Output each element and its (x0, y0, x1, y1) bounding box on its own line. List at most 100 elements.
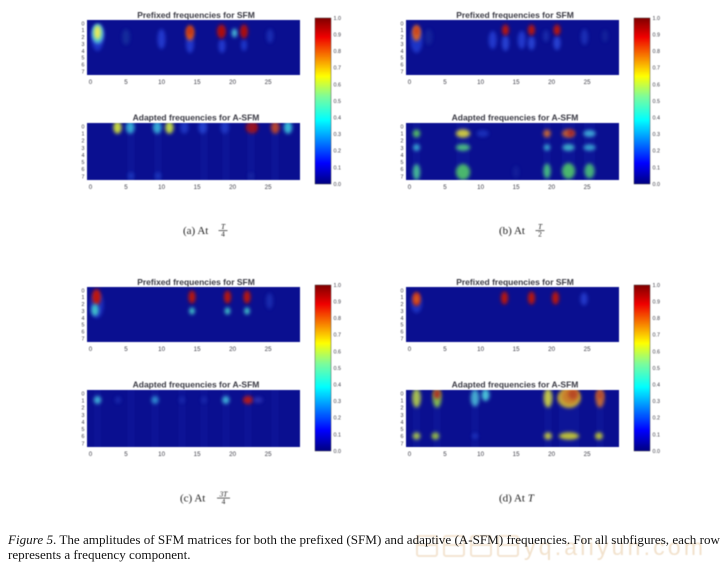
svg-text:25: 25 (584, 346, 591, 353)
svg-text:10: 10 (477, 451, 484, 458)
svg-text:Adapted frequencies for A-SFM: Adapted frequencies for A-SFM (133, 380, 260, 390)
svg-text:0.9: 0.9 (653, 33, 661, 39)
svg-text:0.5: 0.5 (653, 99, 661, 105)
svg-text:2: 2 (401, 35, 404, 41)
svg-text:0: 0 (89, 346, 93, 353)
svg-text:10: 10 (158, 79, 165, 86)
svg-text:7: 7 (401, 336, 404, 342)
svg-text:20: 20 (548, 184, 555, 191)
svg-text:7: 7 (82, 174, 85, 180)
svg-text:0.9: 0.9 (334, 33, 342, 39)
svg-text:1.0: 1.0 (653, 283, 661, 289)
svg-text:0: 0 (89, 79, 93, 86)
svg-text:0.7: 0.7 (334, 333, 342, 339)
svg-text:0.4: 0.4 (334, 116, 342, 122)
svg-text:6: 6 (82, 63, 85, 69)
svg-text:0.0: 0.0 (334, 449, 342, 455)
svg-text:5: 5 (443, 184, 447, 191)
svg-text:0.0: 0.0 (653, 449, 661, 455)
svg-text:0: 0 (401, 124, 404, 130)
svg-text:0.6: 0.6 (653, 82, 661, 88)
svg-text:1: 1 (401, 28, 404, 34)
svg-text:Prefixed frequencies for SFM: Prefixed frequencies for SFM (137, 10, 255, 20)
svg-text:1: 1 (401, 399, 404, 405)
svg-text:0.4: 0.4 (334, 383, 342, 389)
svg-text:20: 20 (229, 79, 236, 86)
svg-text:Prefixed frequencies for SFM: Prefixed frequencies for SFM (456, 10, 574, 20)
svg-text:7: 7 (82, 69, 85, 75)
svg-text:0.1: 0.1 (653, 165, 661, 171)
svg-text:0.2: 0.2 (653, 416, 661, 422)
svg-text:5: 5 (82, 160, 85, 166)
svg-text:3: 3 (401, 309, 404, 315)
svg-text:10: 10 (477, 184, 484, 191)
svg-text:1: 1 (82, 399, 85, 405)
svg-text:0.3: 0.3 (334, 399, 342, 405)
svg-text:15: 15 (513, 346, 520, 353)
svg-text:0.7: 0.7 (653, 66, 661, 72)
svg-text:3: 3 (401, 42, 404, 48)
svg-text:0.2: 0.2 (334, 416, 342, 422)
svg-text:0.7: 0.7 (653, 333, 661, 339)
svg-text:0: 0 (82, 391, 85, 397)
svg-text:0.5: 0.5 (653, 366, 661, 372)
svg-text:0.8: 0.8 (653, 49, 661, 55)
svg-text:Adapted frequencies for A-SFM: Adapted frequencies for A-SFM (452, 113, 579, 123)
svg-text:0.1: 0.1 (334, 432, 342, 438)
svg-text:10: 10 (158, 346, 165, 353)
svg-text:0: 0 (401, 288, 404, 294)
svg-text:7: 7 (82, 336, 85, 342)
svg-text:3: 3 (82, 42, 85, 48)
svg-text:0: 0 (408, 184, 412, 191)
svg-text:0.3: 0.3 (653, 132, 661, 138)
svg-text:Prefixed frequencies for SFM: Prefixed frequencies for SFM (137, 277, 255, 287)
svg-text:1: 1 (82, 132, 85, 138)
svg-text:20: 20 (548, 79, 555, 86)
svg-text:2: 2 (82, 406, 85, 412)
svg-text:5: 5 (124, 184, 128, 191)
svg-text:0.5: 0.5 (334, 99, 342, 105)
svg-text:0.8: 0.8 (334, 49, 342, 55)
svg-text:(d) At T: (d) At T (499, 493, 535, 505)
svg-text:6: 6 (401, 63, 404, 69)
svg-text:25: 25 (584, 451, 591, 458)
svg-text:1.0: 1.0 (334, 283, 342, 289)
svg-text:1.0: 1.0 (653, 16, 661, 22)
svg-text:0.0: 0.0 (334, 182, 342, 188)
svg-text:7: 7 (401, 69, 404, 75)
svg-text:7: 7 (401, 441, 404, 447)
svg-text:5: 5 (124, 346, 128, 353)
svg-text:4: 4 (401, 420, 404, 426)
svg-text:4: 4 (82, 153, 85, 159)
svg-text:3: 3 (401, 413, 404, 419)
svg-text:0: 0 (401, 391, 404, 397)
svg-text:0: 0 (82, 21, 85, 27)
svg-text:0.0: 0.0 (653, 182, 661, 188)
svg-text:0.2: 0.2 (653, 149, 661, 155)
svg-text:0.7: 0.7 (334, 66, 342, 72)
svg-text:20: 20 (548, 346, 555, 353)
svg-text:1.0: 1.0 (334, 16, 342, 22)
svg-text:0.1: 0.1 (653, 432, 661, 438)
svg-text:2: 2 (82, 35, 85, 41)
svg-text:0.3: 0.3 (334, 132, 342, 138)
svg-text:T: T (538, 222, 543, 231)
svg-text:6: 6 (82, 434, 85, 440)
svg-text:2: 2 (82, 139, 85, 145)
svg-text:T: T (221, 222, 226, 231)
svg-text:0.3: 0.3 (653, 399, 661, 405)
svg-text:6: 6 (401, 434, 404, 440)
svg-text:(c) At: (c) At (180, 493, 205, 505)
svg-text:20: 20 (229, 346, 236, 353)
svg-text:0: 0 (82, 288, 85, 294)
svg-text:4: 4 (82, 49, 85, 55)
svg-text:15: 15 (513, 184, 520, 191)
svg-text:0.8: 0.8 (653, 316, 661, 322)
svg-text:1: 1 (82, 28, 85, 34)
svg-text:10: 10 (477, 346, 484, 353)
svg-text:5: 5 (401, 323, 404, 329)
svg-text:0.4: 0.4 (653, 383, 661, 389)
svg-text:5: 5 (443, 79, 447, 86)
svg-text:4: 4 (82, 420, 85, 426)
svg-text:25: 25 (584, 184, 591, 191)
